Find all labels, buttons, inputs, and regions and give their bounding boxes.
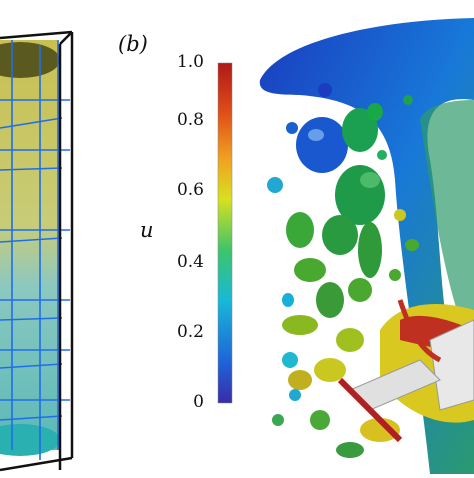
colorbar-tick-label: 0 bbox=[193, 392, 204, 412]
panel-a-fragment bbox=[0, 30, 74, 472]
colorbar-tick-label: 0.2 bbox=[176, 322, 204, 342]
colorbar-tick-label: 1.0 bbox=[176, 52, 204, 72]
colorbar-gradient bbox=[217, 62, 233, 404]
colorbar-tick-label: 0.4 bbox=[176, 252, 204, 272]
colorbar-tick-label: 0.8 bbox=[176, 110, 204, 130]
colorbar-variable-label: u bbox=[140, 218, 154, 242]
colorbar bbox=[217, 62, 233, 404]
flow-visualization bbox=[259, 18, 474, 474]
colorbar-tick-label: 0.6 bbox=[176, 180, 204, 200]
panel-label: (b) bbox=[118, 32, 148, 56]
